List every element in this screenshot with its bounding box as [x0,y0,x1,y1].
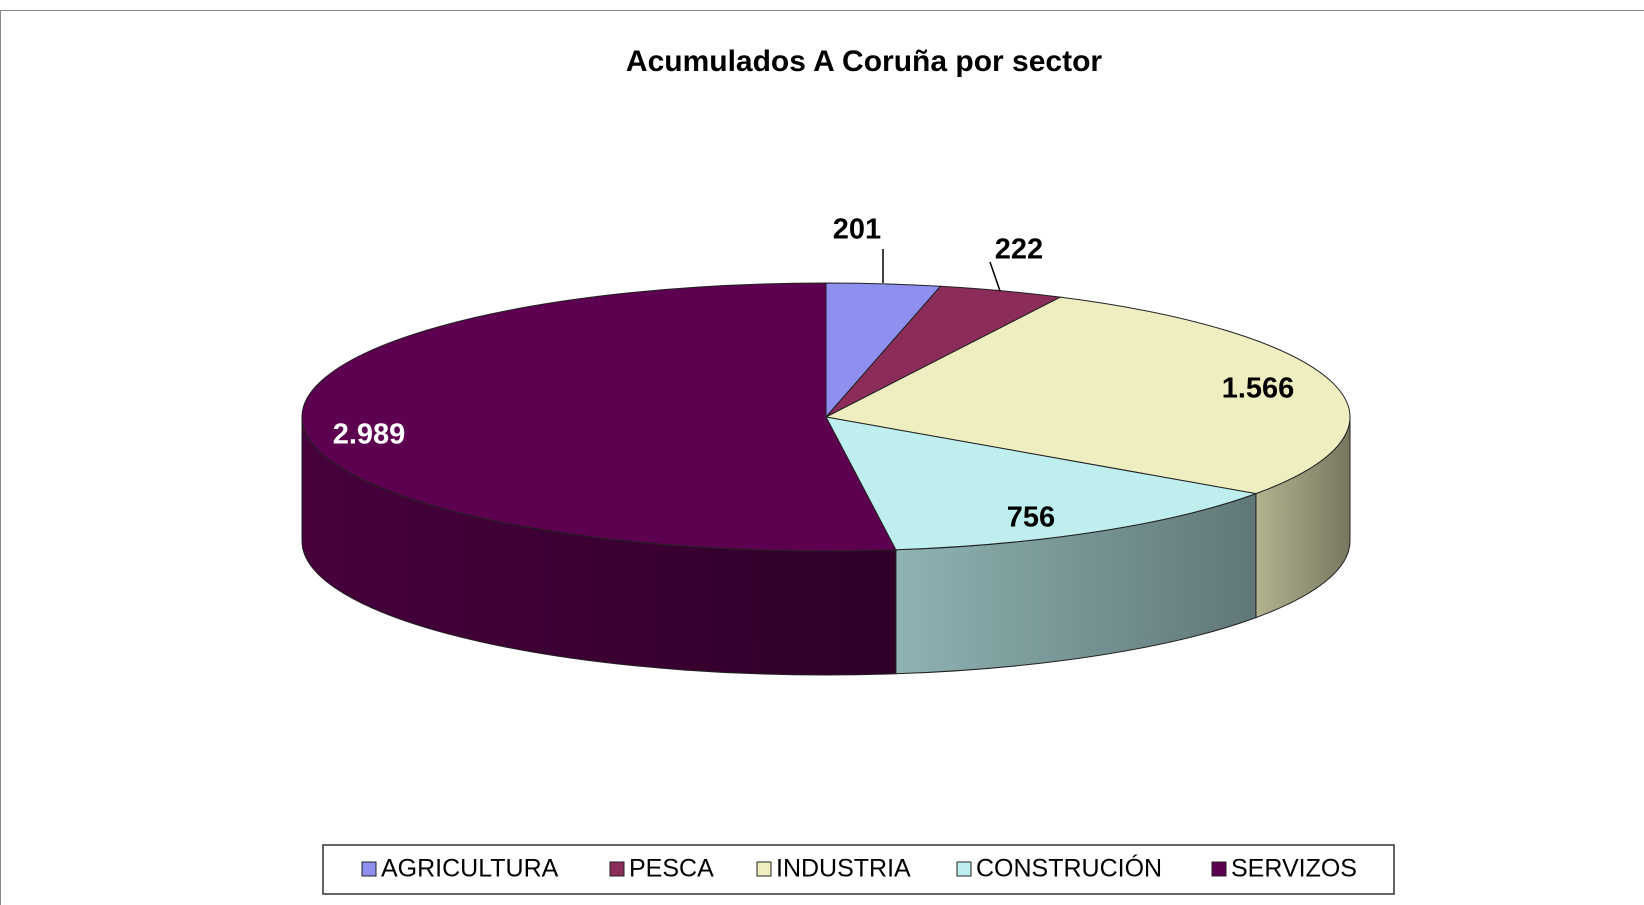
legend-swatch [361,861,377,877]
data-label: 201 [833,214,881,246]
legend-label: AGRICULTURA [381,855,559,883]
legend-label: CONSTRUCIÓN [976,854,1162,883]
data-label: 2.989 [333,419,406,451]
legend-swatch [609,861,625,877]
legend-swatch [1211,861,1227,877]
slice [301,282,897,552]
data-label: 1.566 [1222,373,1295,405]
slice [825,416,1258,551]
chart-title: Acumulados A Coruña por sector [626,45,1103,78]
leader-line [989,261,1001,292]
legend-swatch [756,861,772,877]
legend-label: PESCA [629,855,714,883]
slice [824,296,1351,495]
data-label: 756 [1007,502,1055,534]
legend-swatch [956,861,972,877]
legend-label: SERVIZOS [1231,855,1357,883]
chart-border [0,10,1644,905]
data-label: 222 [995,234,1043,266]
legend-label: INDUSTRIA [776,855,911,883]
